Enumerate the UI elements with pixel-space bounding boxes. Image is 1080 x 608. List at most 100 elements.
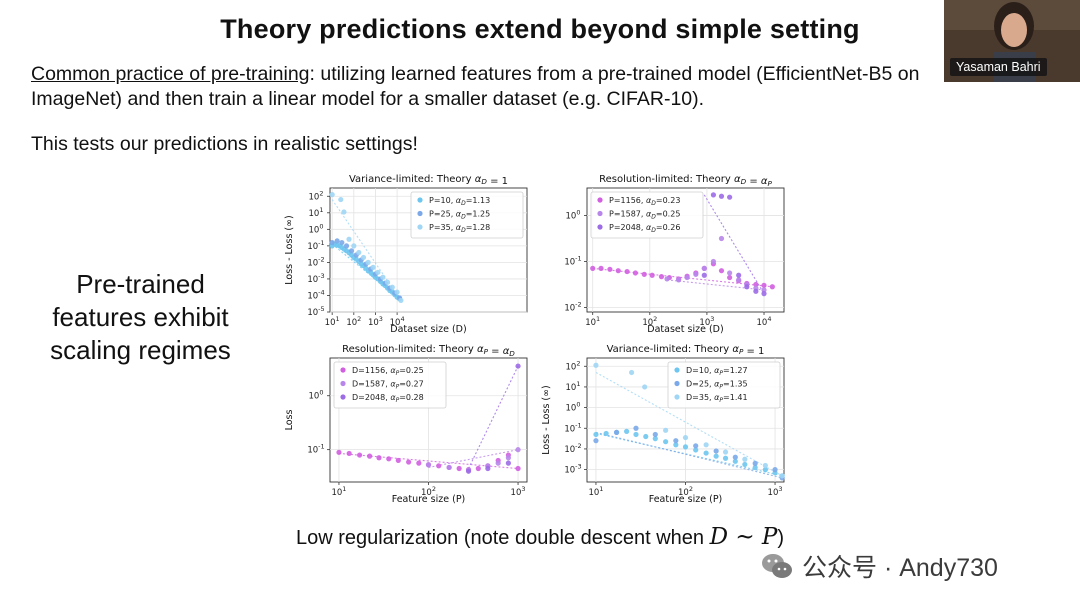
- x-tick-label: 103: [511, 485, 526, 498]
- data-point: [703, 442, 709, 448]
- x-tick-label: 103: [768, 485, 783, 498]
- data-point: [615, 268, 621, 274]
- data-point: [515, 465, 521, 472]
- data-point: [505, 455, 511, 461]
- data-point: [416, 460, 422, 466]
- data-point: [742, 456, 748, 462]
- data-point: [456, 465, 462, 472]
- data-point: [398, 297, 404, 304]
- fit-line-2: [468, 365, 519, 469]
- fit-line-2: [595, 371, 783, 477]
- y-tick-label: 101: [566, 380, 581, 393]
- data-point: [346, 450, 352, 457]
- data-point: [761, 287, 767, 293]
- y-axis-label: Loss - Loss (∞): [541, 385, 552, 455]
- y-axis-label: Loss - Loss (∞): [284, 215, 295, 285]
- side-text-line-2: features exhibit: [52, 302, 229, 332]
- data-point: [370, 264, 376, 270]
- plot-title: Variance-limited: Theory αD = 1: [349, 174, 508, 187]
- data-point: [515, 447, 521, 453]
- y-tick-label: 100: [566, 209, 581, 222]
- x-tick-label: 102: [678, 485, 693, 498]
- data-point: [593, 438, 599, 444]
- x-tick-label: 104: [757, 315, 772, 328]
- data-point: [673, 438, 679, 444]
- data-point: [375, 269, 381, 275]
- data-point: [603, 430, 609, 437]
- data-point: [633, 425, 639, 431]
- plot-variance-limited-feature: 101 102 103 10-3 10-2 10-1 100 101 102 Variance-l…: [541, 344, 785, 505]
- presenter-name-tag: Yasaman Bahri: [950, 58, 1047, 76]
- y-tick-label: 10-1: [307, 239, 324, 252]
- data-point: [779, 473, 785, 479]
- y-tick-label: 101: [309, 206, 324, 219]
- data-point: [727, 274, 733, 281]
- data-point: [394, 289, 400, 295]
- slide-title: Theory predictions extend beyond simple …: [220, 14, 860, 44]
- x-tick-label: 103: [368, 315, 383, 328]
- legend-label: P=35, αD=1.28: [429, 223, 490, 234]
- x-tick-label: 101: [588, 485, 603, 498]
- x-tick-label: 102: [421, 485, 436, 498]
- legend-marker: [417, 224, 423, 230]
- legend-label: D=2048, αP=0.28: [352, 393, 424, 404]
- data-point: [652, 436, 658, 442]
- data-point: [348, 248, 355, 254]
- plot-resolution-limited-feature: 101 102 103 10-1 100 Resolution-limited: Theo…: [284, 344, 528, 505]
- intro-paragraph: Common practice of pre-training: utilizi…: [31, 62, 951, 112]
- y-tick-label: 10-2: [564, 300, 581, 313]
- data-point: [395, 457, 401, 464]
- data-point: [762, 462, 768, 469]
- legend-marker: [597, 197, 603, 203]
- y-tick-label: 10-1: [564, 421, 581, 434]
- legend-label: D=1156, αP=0.25: [352, 366, 424, 377]
- x-axis-label: Dataset size (D): [390, 324, 466, 335]
- plot-resolution-limited-dataset: 101 102 103 104 10-2 10-1 100 Resolution-limite…: [564, 174, 785, 335]
- data-point: [624, 428, 630, 434]
- intro-rest-text: : utilizing learned features from a pre-…: [31, 63, 920, 110]
- data-point: [380, 274, 386, 280]
- legend-label: P=25, αD=1.25: [429, 210, 490, 221]
- data-point: [351, 243, 357, 249]
- side-text-line-1: Pre-trained: [76, 269, 205, 299]
- y-tick-label: 10-1: [564, 254, 581, 267]
- y-tick-label: 10-2: [307, 255, 324, 268]
- legend-marker: [340, 380, 346, 387]
- data-point: [356, 452, 363, 458]
- data-point: [485, 465, 491, 472]
- x-tick-label: 103: [699, 315, 714, 328]
- data-point: [710, 258, 717, 265]
- data-point: [684, 274, 690, 281]
- watermark: 公众号 · Andy730: [760, 548, 998, 584]
- legend-box: [667, 361, 781, 409]
- data-point: [744, 284, 750, 290]
- data-point: [762, 467, 768, 473]
- intro-underlined-phrase: Common practice of pre-training: [31, 63, 310, 85]
- data-point: [384, 279, 391, 285]
- presenter-video[interactable]: Yasaman Bahri: [944, 0, 1080, 82]
- legend-marker: [340, 367, 346, 373]
- data-point: [658, 274, 665, 280]
- caption-math: D ~ P: [709, 524, 778, 550]
- legend-marker: [417, 210, 423, 217]
- data-point: [329, 239, 335, 246]
- fit-line-1: [428, 449, 519, 468]
- data-point: [652, 431, 658, 438]
- legend-box: [410, 191, 524, 239]
- y-tick-label: 10-1: [307, 443, 324, 456]
- legend-marker: [417, 197, 423, 203]
- data-point: [329, 192, 335, 198]
- data-point: [475, 465, 481, 472]
- y-tick-label: 10-5: [307, 305, 324, 318]
- legend-label: P=1587, αD=0.25: [609, 210, 680, 221]
- y-tick-label: 100: [566, 401, 581, 414]
- data-point: [515, 363, 521, 369]
- data-point: [607, 266, 613, 272]
- data-point: [389, 284, 395, 290]
- side-text-line-3: scaling regimes: [50, 335, 231, 365]
- data-point: [365, 259, 371, 265]
- data-point: [339, 239, 345, 246]
- data-point: [718, 235, 725, 242]
- data-point: [713, 448, 719, 454]
- legend-label: D=35, αP=1.41: [686, 393, 748, 404]
